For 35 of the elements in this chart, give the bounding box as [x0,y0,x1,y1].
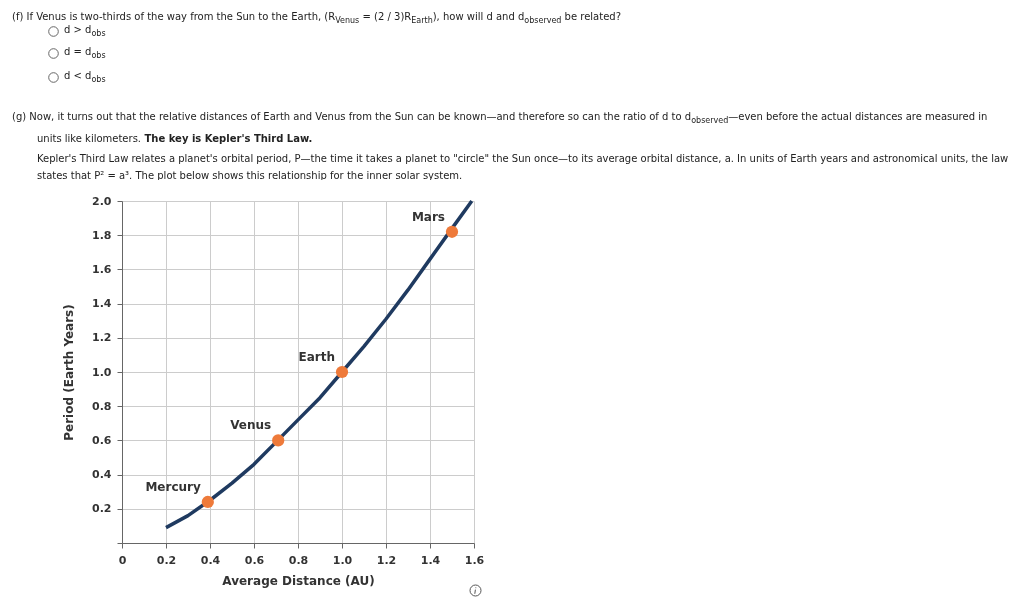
x-tick-label: 1.6 [464,553,485,567]
y-tick-label: 1.0 [92,365,112,379]
y-tick-label: 1.6 [92,262,112,276]
text: d < d$_{obs}$ [64,70,106,84]
x-tick-label: 0.6 [244,553,265,567]
point [445,225,459,238]
annotation: Mars [411,209,445,224]
x-tick-label: 1.2 [376,553,397,567]
text: (f) If Venus is two-thirds of the way from the Sun to the Earth, (R$_{Venus}$ = (2 / 3)R$_{Earth}$), how will d and d$_{observed}$ be related? [12,11,621,25]
annotation: Earth [298,350,335,364]
annotation: Mercury [145,479,201,494]
text: d = d$_{obs}$ [64,46,106,60]
y-tick-label: 0.4 [92,468,112,482]
text: Kepler's Third Law relates a planet's orbital period, P—the time it takes a planet to "circle" the Sun once—to its average orbital distance, a. In units of Earth years and astronomical units, the law states that P² = a³. The plot below shows this relationship for the inner solar system. [37,152,1010,183]
y-tick-label: 2.0 [92,194,112,208]
y-tick-label: 0.2 [92,502,112,516]
x-tick-label: 0 [118,553,127,567]
y-axis-title: Period (Earth Years) [62,304,77,441]
x-tick-label: 0.4 [200,553,221,567]
y-tick-label: 1.2 [92,331,112,345]
text: d > d$_{obs}$ [64,24,106,38]
text: The key is Kepler's Third Law. [143,133,313,144]
point [335,365,349,379]
y-tick-label: 0.8 [92,399,112,413]
annotation: Venus [230,418,272,433]
point [201,495,214,509]
x-tick-label: 0.2 [156,553,177,567]
y-tick-label: 1.4 [92,297,112,311]
x-tick-label: 1.4 [420,553,441,567]
x-axis-title: Average Distance (AU) [222,573,375,588]
y-tick-label: 1.8 [92,228,112,242]
x-tick-label: 0.8 [288,553,309,567]
x-tick-label: 1.0 [332,553,353,567]
point [272,434,285,447]
y-tick-label: 0.6 [92,433,112,447]
